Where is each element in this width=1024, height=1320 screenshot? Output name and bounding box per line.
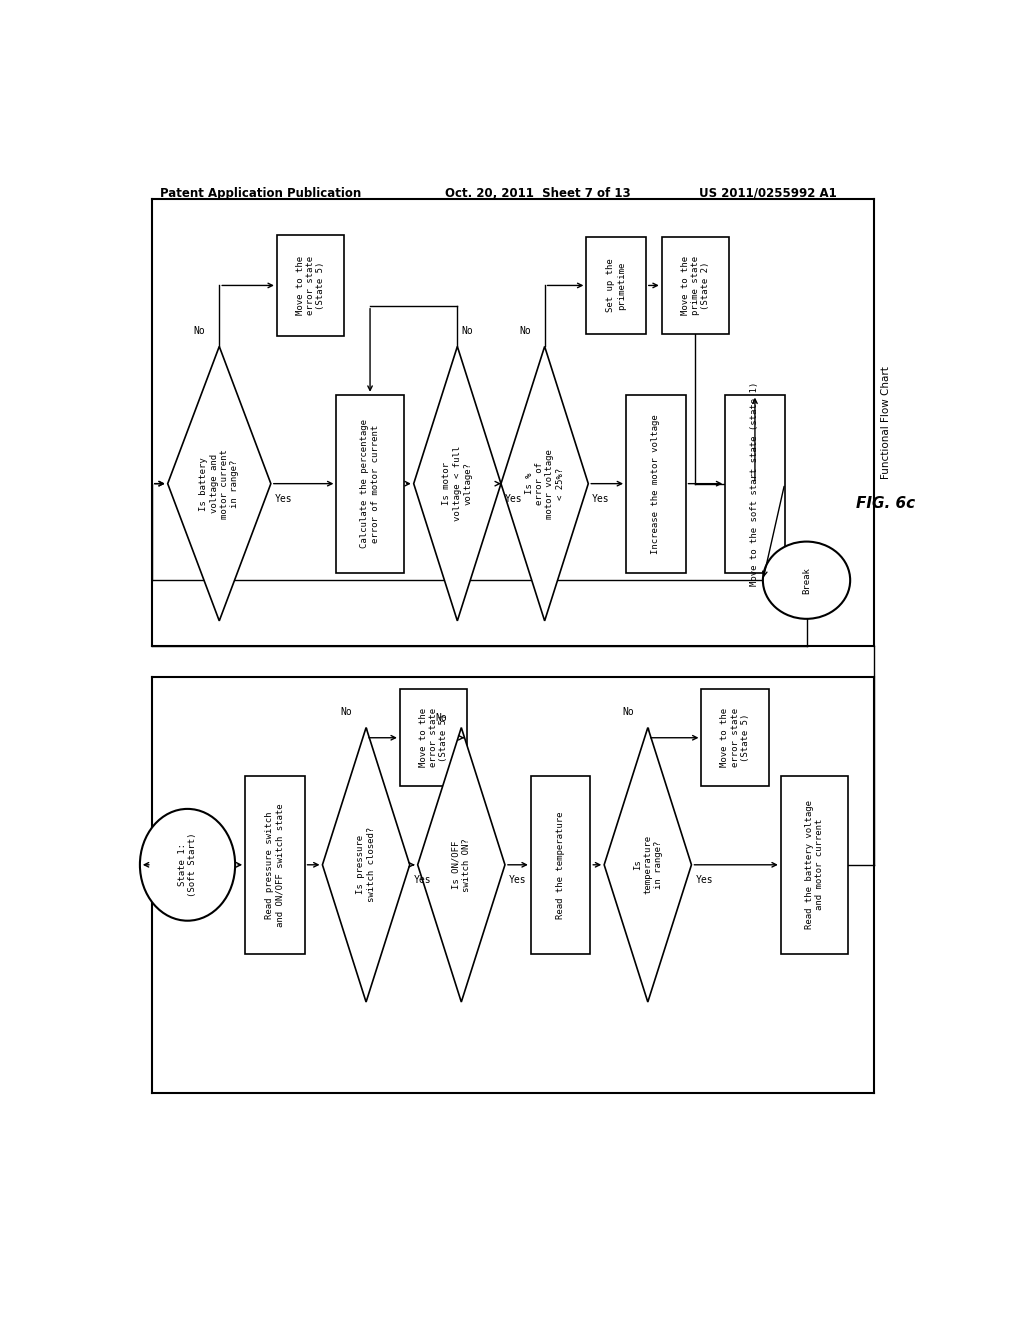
Text: Yes: Yes: [414, 875, 431, 884]
FancyBboxPatch shape: [399, 689, 467, 785]
Text: Is %
error of
motor voltage
< 25%?: Is % error of motor voltage < 25%?: [524, 449, 565, 519]
Text: Is battery
voltage and
motor current
in range?: Is battery voltage and motor current in …: [199, 449, 240, 519]
Text: Move to the
error state
(State 5): Move to the error state (State 5): [419, 709, 449, 767]
Text: No: No: [194, 326, 205, 337]
Text: Read the temperature: Read the temperature: [556, 810, 565, 919]
Text: Increase the motor voltage: Increase the motor voltage: [651, 413, 660, 553]
Text: US 2011/0255992 A1: US 2011/0255992 A1: [699, 187, 838, 199]
Polygon shape: [604, 727, 691, 1002]
Text: Is pressure
switch closed?: Is pressure switch closed?: [356, 828, 376, 903]
Polygon shape: [418, 727, 505, 1002]
Polygon shape: [168, 346, 270, 620]
Text: Calculate the percentage
error of motor current: Calculate the percentage error of motor …: [360, 420, 380, 548]
Ellipse shape: [140, 809, 236, 921]
Text: Functional Flow Chart: Functional Flow Chart: [881, 366, 891, 479]
Text: Break: Break: [802, 566, 811, 594]
Text: Move to the soft start state (state 1): Move to the soft start state (state 1): [751, 381, 760, 586]
FancyBboxPatch shape: [626, 395, 685, 573]
Text: No: No: [461, 326, 473, 337]
Text: Yes: Yes: [592, 494, 610, 504]
FancyBboxPatch shape: [780, 776, 848, 954]
Text: Read the battery voltage
and motor current: Read the battery voltage and motor curre…: [805, 800, 824, 929]
Text: Yes: Yes: [505, 494, 522, 504]
Text: Set up the
primetime: Set up the primetime: [606, 259, 626, 313]
Text: Is motor
voltage < full
voltage?: Is motor voltage < full voltage?: [442, 446, 472, 521]
Text: Move to the
prime state
(State 2): Move to the prime state (State 2): [681, 256, 711, 315]
Text: Read pressure switch
and ON/OFF switch state: Read pressure switch and ON/OFF switch s…: [265, 803, 285, 927]
Text: Yes: Yes: [509, 875, 526, 884]
Text: Yes: Yes: [695, 875, 713, 884]
Text: Is ON/OFF
switch ON?: Is ON/OFF switch ON?: [452, 838, 471, 892]
Text: Move to the
error state
(State 5): Move to the error state (State 5): [720, 709, 750, 767]
Text: No: No: [340, 708, 352, 718]
Text: Oct. 20, 2011  Sheet 7 of 13: Oct. 20, 2011 Sheet 7 of 13: [445, 187, 631, 199]
Text: No: No: [623, 708, 634, 718]
Text: No: No: [435, 713, 447, 722]
Text: Yes: Yes: [274, 494, 293, 504]
FancyBboxPatch shape: [276, 235, 344, 337]
Text: Move to the
error state
(State 5): Move to the error state (State 5): [296, 256, 326, 315]
Text: FIG. 6c: FIG. 6c: [856, 496, 915, 511]
Text: Patent Application Publication: Patent Application Publication: [160, 187, 361, 199]
Text: Is
temperature
in range?: Is temperature in range?: [633, 836, 663, 895]
Text: State 1:
(Soft Start): State 1: (Soft Start): [178, 833, 198, 898]
Polygon shape: [414, 346, 501, 620]
FancyBboxPatch shape: [662, 238, 729, 334]
Text: No: No: [519, 326, 530, 337]
FancyBboxPatch shape: [530, 776, 590, 954]
Polygon shape: [501, 346, 588, 620]
FancyBboxPatch shape: [336, 395, 403, 573]
Ellipse shape: [763, 541, 850, 619]
FancyBboxPatch shape: [701, 689, 769, 785]
FancyBboxPatch shape: [725, 395, 784, 573]
FancyBboxPatch shape: [245, 776, 304, 954]
Polygon shape: [323, 727, 410, 1002]
FancyBboxPatch shape: [587, 238, 646, 334]
